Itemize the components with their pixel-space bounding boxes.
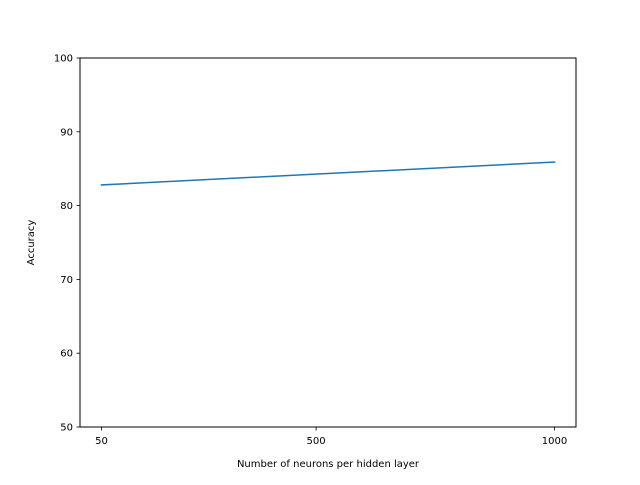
- y-tick-label: 90: [60, 127, 73, 138]
- axes-frame: [79, 57, 577, 428]
- x-tick-label: 50: [95, 436, 108, 447]
- x-tick-label: 1000: [542, 436, 567, 447]
- y-tick-label: 70: [60, 275, 73, 286]
- plot-area: [100, 161, 556, 186]
- x-axis-label: Number of neurons per hidden layer: [237, 459, 420, 470]
- y-tick-label: 100: [54, 54, 73, 65]
- y-tick-label: 60: [60, 349, 73, 360]
- y-axis-label: Accuracy: [26, 220, 37, 266]
- y-tick-label: 80: [60, 201, 73, 212]
- x-axis-ticks: 50 500 1000: [95, 427, 567, 447]
- y-axis-ticks: 50 60 70 80 90 100: [54, 54, 80, 434]
- x-tick-label: 500: [307, 436, 326, 447]
- y-tick-label: 50: [60, 423, 73, 434]
- series-line-0: [100, 161, 556, 186]
